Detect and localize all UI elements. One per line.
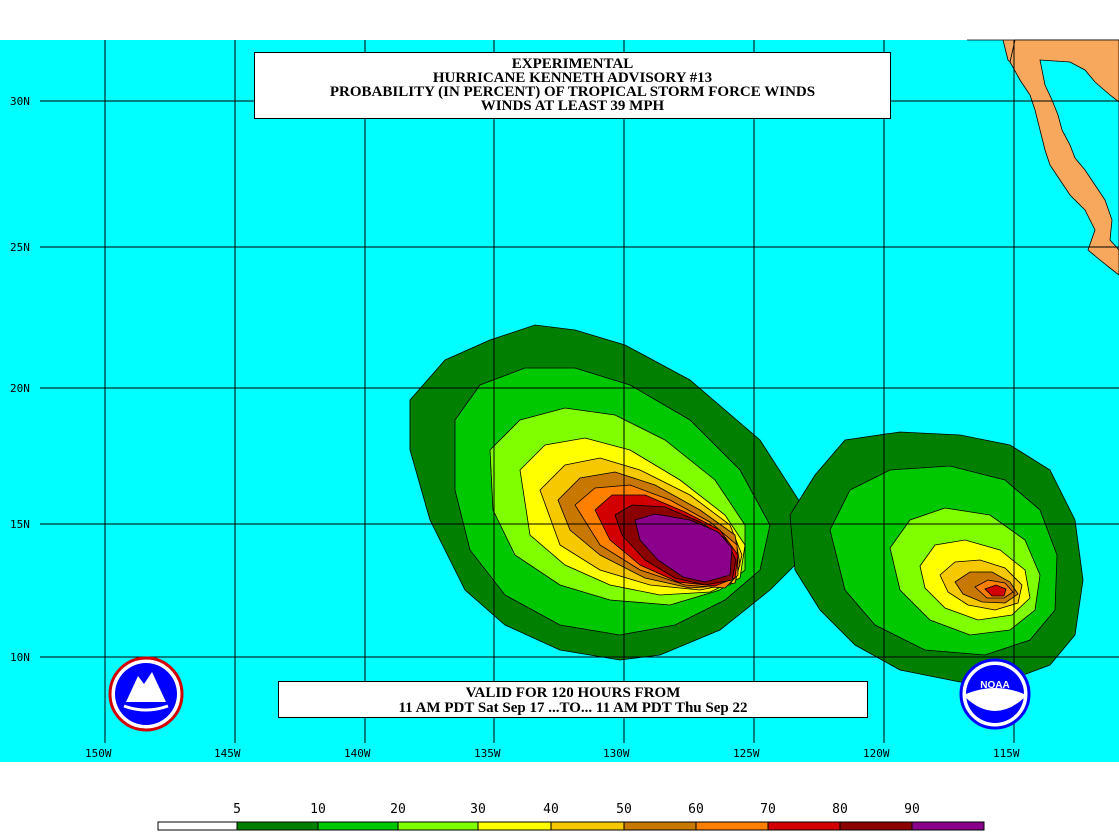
svg-text:NOAA: NOAA xyxy=(980,680,1009,691)
probability-contours-west xyxy=(409,324,806,661)
lon-label-130w: 130W xyxy=(603,747,630,760)
title-box: EXPERIMENTAL HURRICANE KENNETH ADVISORY … xyxy=(254,52,891,119)
lat-label-25n: 25N xyxy=(10,241,30,254)
noaa-logo-icon: NOAA xyxy=(959,658,1031,730)
legend-label-80: 80 xyxy=(832,802,848,817)
legend-label-50: 50 xyxy=(616,802,632,817)
probability-contours-east xyxy=(789,431,1084,683)
lat-label-30n: 30N xyxy=(10,95,30,108)
lon-label-115w: 115W xyxy=(993,747,1020,760)
lon-label-120w: 120W xyxy=(863,747,890,760)
legend-label-30: 30 xyxy=(470,802,486,817)
lon-label-145w: 145W xyxy=(214,747,241,760)
grid-lines xyxy=(40,40,1119,743)
legend-label-90: 90 xyxy=(904,802,920,817)
title-line-4: WINDS AT LEAST 39 MPH xyxy=(480,98,665,114)
nws-logo-icon xyxy=(108,656,184,732)
lon-label-135w: 135W xyxy=(474,747,501,760)
lon-label-140w: 140W xyxy=(344,747,371,760)
legend-label-10: 10 xyxy=(310,802,326,817)
valid-period-box: VALID FOR 120 HOURS FROM 11 AM PDT Sat S… xyxy=(278,681,868,718)
legend-label-40: 40 xyxy=(543,802,559,817)
contour-70-east xyxy=(984,584,1007,597)
contour-90 xyxy=(634,513,733,583)
valid-line-2: 11 AM PDT Sat Sep 17 ...TO... 11 AM PDT … xyxy=(398,700,748,716)
longitude-labels: 150W 145W 140W 135W 130W 125W 120W 115W xyxy=(85,747,1020,760)
lat-label-10n: 10N xyxy=(10,651,30,664)
land-mass xyxy=(967,39,1119,276)
valid-line-1: VALID FOR 120 HOURS FROM xyxy=(465,685,681,701)
lon-label-150w: 150W xyxy=(85,747,112,760)
legend-label-60: 60 xyxy=(688,802,704,817)
latitude-labels: 30N 25N 20N 15N 10N xyxy=(10,95,30,664)
title-line-3: PROBABILITY (IN PERCENT) OF TROPICAL STO… xyxy=(329,84,816,100)
legend-label-5: 5 xyxy=(233,802,241,817)
lat-label-15n: 15N xyxy=(10,518,30,531)
legend-label-70: 70 xyxy=(760,802,776,817)
legend-label-20: 20 xyxy=(390,802,406,817)
title-line-2: HURRICANE KENNETH ADVISORY #13 xyxy=(432,70,713,86)
lon-label-125w: 125W xyxy=(733,747,760,760)
lat-label-20n: 20N xyxy=(10,382,30,395)
title-line-1: EXPERIMENTAL xyxy=(511,56,634,72)
